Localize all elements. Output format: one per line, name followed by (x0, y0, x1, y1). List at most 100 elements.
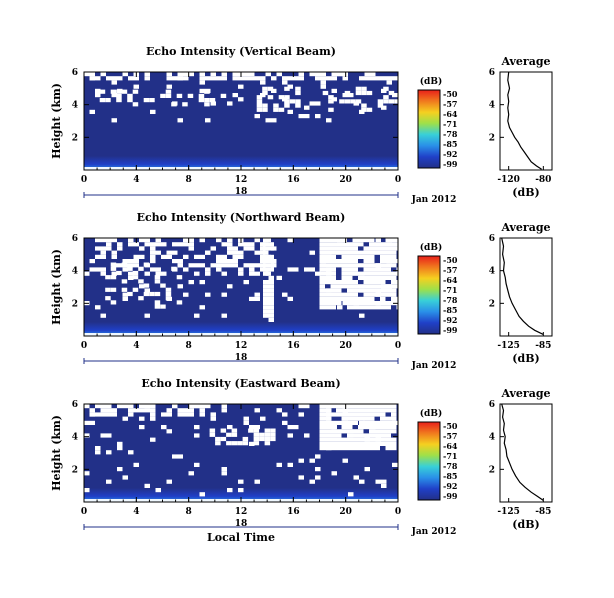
colorbar-unit: (dB) (420, 76, 442, 87)
x-tick-label: 8 (186, 507, 192, 517)
colorbar-unit: (dB) (420, 242, 442, 253)
avg-x-axis-label: (dB) (512, 352, 539, 365)
date-label: Jan 2012 (411, 527, 457, 537)
colorbar-unit: (dB) (420, 408, 442, 419)
avg-y-tick-label: 4 (489, 267, 495, 277)
colorbar-tick-label: -50 (443, 421, 458, 431)
colorbar (417, 421, 441, 501)
colorbar-tick-label: -78 (443, 129, 458, 139)
colorbar-tick-label: -99 (443, 159, 458, 169)
surface-echo-layer (84, 156, 398, 170)
panel-title: Echo Intensity (Vertical Beam) (146, 45, 336, 58)
heatmap-panel-1 (83, 71, 553, 198)
colorbar-tick-label: -85 (443, 471, 457, 481)
date-label: Jan 2012 (411, 361, 457, 371)
average-frame (499, 237, 553, 337)
avg-y-tick-label: 6 (489, 400, 495, 410)
avg-x-tick-label: -125 (497, 341, 520, 351)
y-tick-label: 2 (72, 299, 78, 309)
day-label: 18 (235, 519, 248, 529)
y-tick-label: 6 (72, 400, 78, 410)
avg-x-axis-label: (dB) (512, 186, 539, 199)
colorbar (417, 89, 441, 169)
avg-y-tick-label: 2 (489, 133, 495, 143)
colorbar-tick-label: -92 (443, 149, 457, 159)
avg-x-tick-label: -125 (497, 507, 520, 517)
x-tick-label: 12 (235, 175, 248, 185)
average-frame (499, 403, 553, 503)
colorbar-tick-label: -64 (443, 109, 458, 119)
heatmap-panel-3 (83, 403, 553, 530)
y-tick-label: 6 (72, 234, 78, 244)
avg-x-tick-label: -85 (535, 507, 551, 517)
panel-title: Echo Intensity (Eastward Beam) (141, 377, 340, 390)
x-tick-label: 0 (395, 175, 401, 185)
colorbar-tick-label: -64 (443, 441, 458, 451)
surface-echo-layer (84, 322, 398, 336)
no-data-cells (84, 238, 403, 322)
colorbar-tick-label: -57 (443, 265, 457, 275)
y-tick-label: 2 (72, 465, 78, 475)
colorbar-tick-label: -57 (443, 99, 457, 109)
x-tick-label: 0 (81, 341, 87, 351)
colorbar-tick-label: -85 (443, 139, 457, 149)
x-tick-label: 0 (395, 507, 401, 517)
avg-y-tick-label: 6 (489, 68, 495, 78)
colorbar-tick-label: -78 (443, 461, 458, 471)
x-tick-label: 12 (235, 341, 248, 351)
colorbar (417, 255, 441, 335)
avg-y-tick-label: 6 (489, 234, 495, 244)
colorbar-tick-label: -50 (443, 89, 458, 99)
colorbar-tick-label: -99 (443, 491, 458, 501)
colorbar-tick-label: -92 (443, 481, 457, 491)
avg-x-tick-label: -80 (535, 175, 551, 185)
no-data-cells (84, 404, 403, 497)
surface-echo-layer (84, 488, 398, 502)
x-tick-label: 20 (339, 175, 352, 185)
y-tick-label: 2 (72, 133, 78, 143)
y-axis-label: Height (km) (50, 415, 63, 491)
x-tick-label: 8 (186, 341, 192, 351)
avg-x-tick-label: -85 (535, 341, 551, 351)
x-tick-label: 20 (339, 341, 352, 351)
colorbar-tick-label: -78 (443, 295, 458, 305)
y-tick-label: 4 (72, 101, 78, 111)
average-profile-line (501, 237, 544, 335)
avg-x-axis-label: (dB) (512, 518, 539, 531)
y-axis-label: Height (km) (50, 249, 63, 325)
date-label: Jan 2012 (411, 195, 457, 205)
x-tick-label: 0 (81, 507, 87, 517)
colorbar-tick-label: -71 (443, 285, 457, 295)
colorbar-tick-label: -71 (443, 119, 457, 129)
y-tick-label: 4 (72, 433, 78, 443)
x-tick-label: 4 (133, 341, 139, 351)
x-tick-label: 8 (186, 175, 192, 185)
x-tick-label: 16 (287, 175, 300, 185)
panel-title: Echo Intensity (Northward Beam) (137, 211, 346, 224)
x-tick-label: 16 (287, 507, 300, 517)
average-title: Average (500, 221, 550, 234)
colorbar-tick-label: -92 (443, 315, 457, 325)
x-tick-label: 12 (235, 507, 248, 517)
x-tick-label: 0 (81, 175, 87, 185)
avg-y-tick-label: 2 (489, 465, 495, 475)
x-axis-label: Local Time (207, 531, 275, 544)
avg-y-tick-label: 4 (489, 433, 495, 443)
colorbar-tick-label: -71 (443, 451, 457, 461)
avg-y-tick-label: 2 (489, 299, 495, 309)
colorbar-tick-label: -85 (443, 305, 457, 315)
x-tick-label: 20 (339, 507, 352, 517)
x-tick-label: 0 (395, 341, 401, 351)
colorbar-tick-label: -99 (443, 325, 458, 335)
y-tick-label: 4 (72, 267, 78, 277)
colorbar-tick-label: -50 (443, 255, 458, 265)
avg-x-tick-label: -120 (497, 175, 520, 185)
average-title: Average (500, 55, 550, 68)
day-label: 18 (235, 353, 248, 363)
y-axis-label: Height (km) (50, 83, 63, 159)
x-tick-label: 4 (133, 175, 139, 185)
heatmap-panel-2 (83, 237, 553, 364)
average-profile-line (507, 71, 542, 170)
average-title: Average (500, 387, 550, 400)
